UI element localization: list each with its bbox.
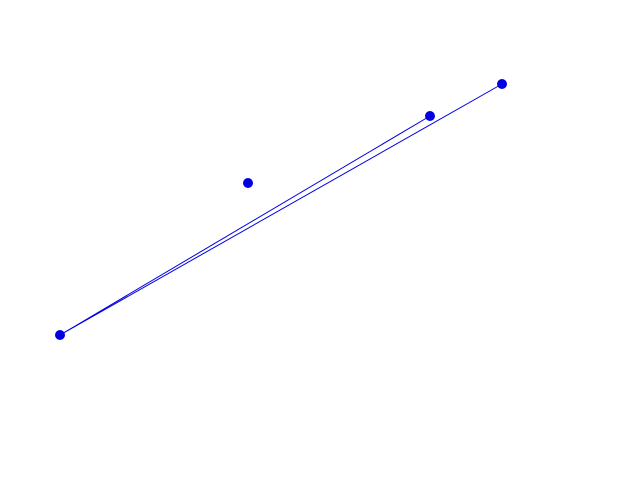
point[interactable] [55,330,65,340]
point[interactable] [243,178,253,188]
edge [59,115,431,336]
edge [59,83,503,336]
point[interactable] [425,111,435,121]
point[interactable] [497,79,507,89]
